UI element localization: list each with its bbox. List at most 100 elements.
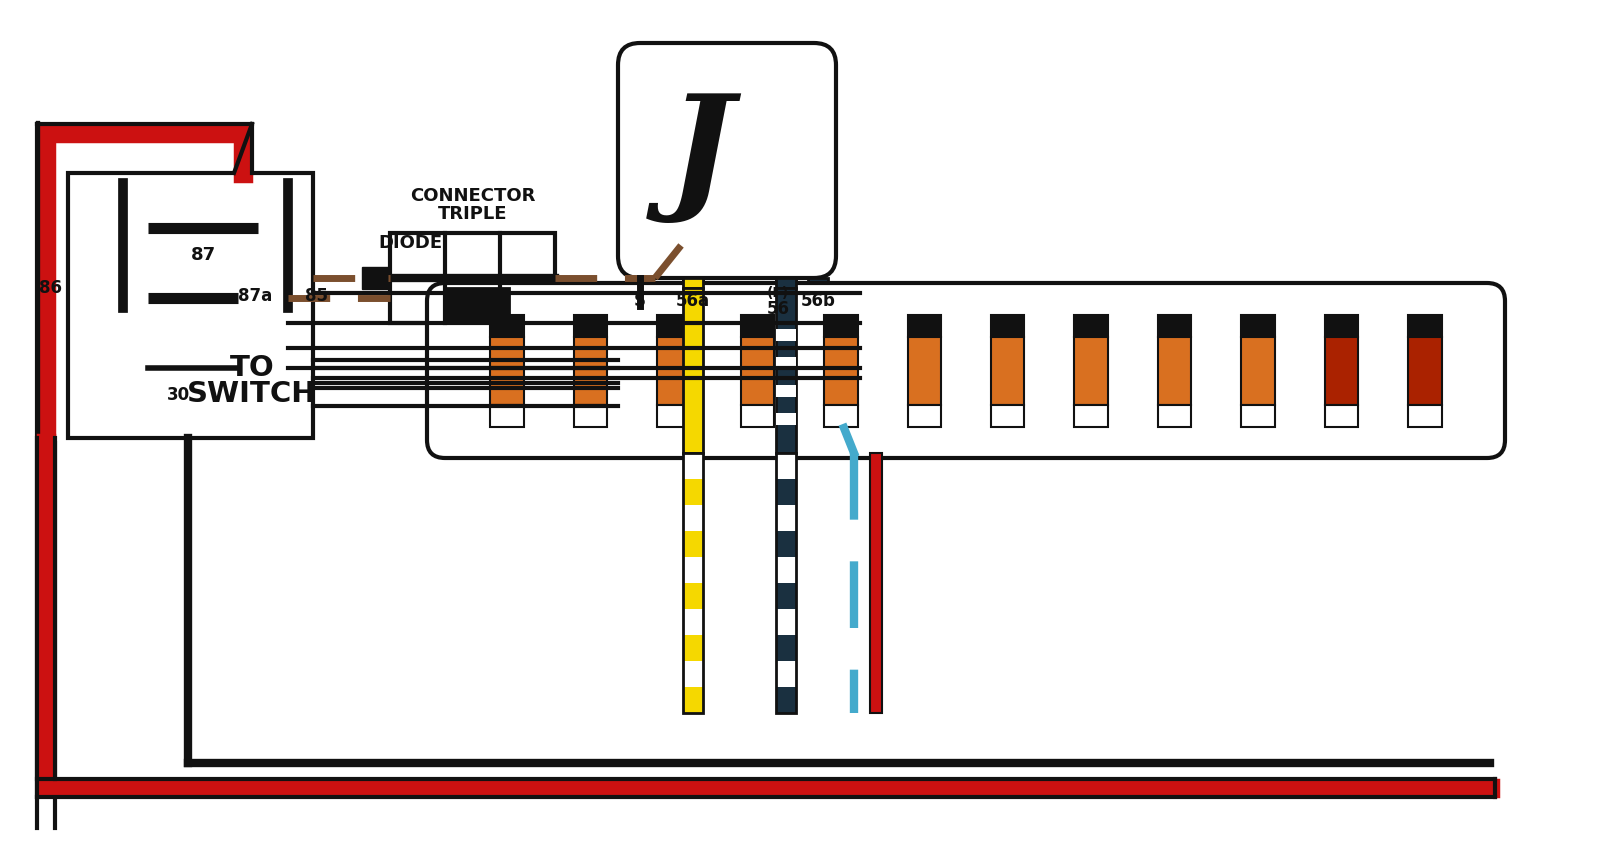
Bar xyxy=(776,300,797,308)
Bar xyxy=(1242,337,1275,404)
Bar xyxy=(776,505,797,531)
Bar xyxy=(683,531,702,557)
Bar xyxy=(683,635,702,661)
Text: 30: 30 xyxy=(166,386,189,404)
Text: DIODE: DIODE xyxy=(378,234,442,252)
Bar xyxy=(990,404,1024,426)
Bar xyxy=(776,583,797,609)
Bar xyxy=(1408,404,1442,426)
Text: 87: 87 xyxy=(190,246,216,264)
Bar xyxy=(390,233,555,323)
Bar xyxy=(1325,337,1358,404)
Bar xyxy=(1075,404,1107,426)
Text: TO: TO xyxy=(230,354,274,382)
Bar xyxy=(776,278,797,288)
Bar xyxy=(683,505,702,531)
Bar xyxy=(67,173,314,438)
Bar xyxy=(776,453,797,713)
Bar xyxy=(658,314,691,337)
Bar xyxy=(824,337,858,404)
Bar xyxy=(1408,337,1442,404)
Bar xyxy=(808,320,829,328)
Bar xyxy=(907,404,941,426)
Bar xyxy=(1075,337,1107,404)
Bar xyxy=(683,661,702,687)
Bar xyxy=(1158,314,1192,337)
Bar xyxy=(776,557,797,583)
Bar xyxy=(1158,404,1192,426)
Text: 56: 56 xyxy=(766,300,789,318)
Bar xyxy=(776,385,797,397)
FancyBboxPatch shape xyxy=(427,283,1506,458)
Bar xyxy=(683,453,702,479)
Bar xyxy=(683,288,702,453)
Bar xyxy=(574,314,608,337)
Bar xyxy=(683,278,702,368)
Bar xyxy=(491,314,523,337)
Text: TRIPLE: TRIPLE xyxy=(438,205,507,223)
Bar xyxy=(776,278,797,368)
Bar xyxy=(990,314,1024,337)
Bar xyxy=(907,337,941,404)
Bar xyxy=(741,314,774,337)
Bar xyxy=(824,314,858,337)
Bar xyxy=(776,262,797,270)
Text: S: S xyxy=(634,292,646,310)
Bar xyxy=(776,661,797,687)
Bar xyxy=(683,453,702,713)
Text: 86: 86 xyxy=(38,279,62,297)
Bar xyxy=(1242,314,1275,337)
Text: 85: 85 xyxy=(306,287,328,305)
Bar xyxy=(776,609,797,635)
Bar xyxy=(776,288,797,453)
Bar xyxy=(574,337,608,404)
Text: SWITCH: SWITCH xyxy=(187,380,317,408)
Bar xyxy=(776,320,797,328)
Bar xyxy=(776,340,797,348)
FancyBboxPatch shape xyxy=(618,43,835,278)
Bar xyxy=(907,314,941,337)
Bar xyxy=(1325,314,1358,337)
Bar xyxy=(683,687,702,713)
Bar xyxy=(574,404,608,426)
Bar xyxy=(870,453,882,713)
Bar xyxy=(1158,337,1192,404)
Bar xyxy=(445,288,509,322)
Bar xyxy=(683,479,702,505)
Bar xyxy=(491,337,523,404)
Bar xyxy=(491,404,523,426)
Text: 56a: 56a xyxy=(675,292,710,310)
Bar xyxy=(808,340,829,348)
Bar xyxy=(776,635,797,661)
Bar xyxy=(741,337,774,404)
Bar xyxy=(683,557,702,583)
Bar xyxy=(741,404,774,426)
Text: 56b: 56b xyxy=(800,292,835,310)
Bar xyxy=(1408,314,1442,337)
Bar xyxy=(776,413,797,425)
Bar xyxy=(776,531,797,557)
Bar xyxy=(776,244,797,252)
Bar xyxy=(776,329,797,341)
Bar xyxy=(776,453,797,479)
Bar xyxy=(990,337,1024,404)
Bar xyxy=(808,278,829,368)
Bar xyxy=(362,267,387,289)
Bar xyxy=(824,404,858,426)
Bar xyxy=(683,609,702,635)
Bar xyxy=(776,479,797,505)
Bar xyxy=(683,583,702,609)
Bar xyxy=(683,278,702,288)
Bar xyxy=(1075,314,1107,337)
Text: CONNECTOR: CONNECTOR xyxy=(410,187,534,205)
Bar xyxy=(808,300,829,308)
Bar xyxy=(776,357,797,369)
Bar xyxy=(1325,404,1358,426)
Bar xyxy=(658,404,691,426)
Text: (F): (F) xyxy=(766,286,789,300)
Bar xyxy=(1242,404,1275,426)
Text: J: J xyxy=(667,89,734,223)
Bar xyxy=(776,226,797,234)
Bar xyxy=(658,337,691,404)
Text: 87a: 87a xyxy=(238,287,272,305)
